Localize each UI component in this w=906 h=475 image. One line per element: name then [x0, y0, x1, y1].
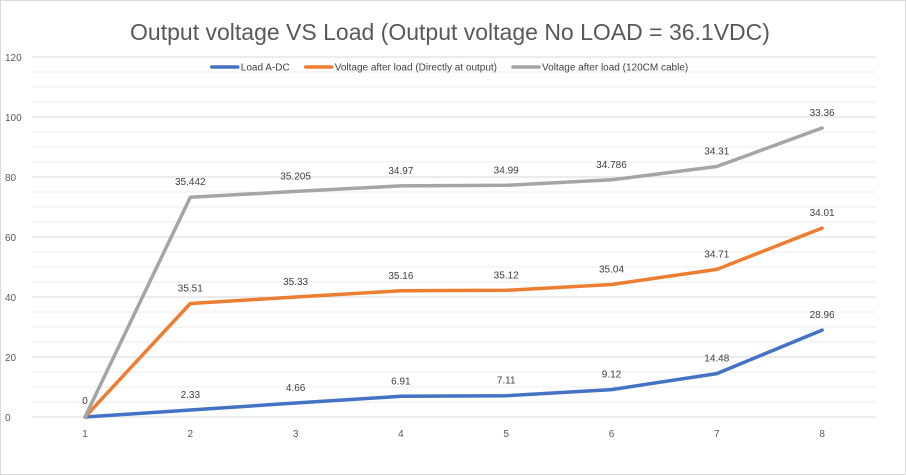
x-tick-label: 2: [188, 429, 194, 440]
legend-label: Voltage after load (Directly at output): [335, 63, 497, 74]
data-label: 35.16: [388, 271, 413, 282]
y-tick-label: 60: [5, 233, 17, 244]
legend-item-2[interactable]: Voltage after load (Directly at output): [303, 63, 497, 74]
x-tick-label: 5: [503, 429, 509, 440]
data-label: 9.12: [602, 370, 622, 381]
gridlines: [32, 56, 876, 418]
data-label: 35.12: [494, 270, 519, 281]
data-label: 35.51: [178, 283, 203, 294]
axes: 0 20 40 60 80 100 120 1 2 3 4 5 6 7 8: [5, 53, 825, 440]
legend-item-3[interactable]: Voltage after load (120CM cable): [511, 63, 688, 74]
data-label: 34.01: [810, 208, 835, 219]
data-label: 2.33: [181, 390, 201, 401]
data-label: 34.71: [704, 249, 729, 260]
data-label: 34.99: [494, 165, 519, 176]
chart-title: Output voltage VS Load (Output voltage N…: [130, 19, 770, 45]
data-label: 35.442: [175, 177, 206, 188]
data-label: 14.48: [704, 354, 729, 365]
x-tick-label: 8: [819, 429, 825, 440]
data-label: 34.31: [704, 147, 729, 158]
x-tick-label: 7: [714, 429, 720, 440]
series-line-3: [83, 126, 824, 419]
y-tick-label: 100: [5, 113, 22, 124]
data-label: 28.96: [810, 310, 835, 321]
x-tick-label: 4: [398, 429, 404, 440]
series-line-2: [83, 226, 824, 419]
y-tick-label: 0: [5, 413, 11, 424]
data-label: 34.97: [388, 166, 413, 177]
x-tick-label: 6: [609, 429, 615, 440]
y-tick-label: 120: [5, 53, 22, 64]
legend[interactable]: Load A-DC Voltage after load (Directly at…: [210, 63, 688, 74]
data-label: 35.205: [280, 171, 311, 182]
y-tick-label: 80: [5, 173, 17, 184]
series-lines: [83, 126, 824, 419]
data-label: 0: [82, 396, 88, 407]
legend-item-1[interactable]: Load A-DC: [210, 63, 290, 74]
data-label: 4.66: [286, 383, 306, 394]
y-tick-label: 20: [5, 353, 17, 364]
data-label: 34.786: [596, 160, 627, 171]
data-label: 7.11: [497, 376, 516, 387]
series-line-1: [83, 328, 824, 419]
legend-label: Voltage after load (120CM cable): [542, 63, 688, 74]
data-label: 35.33: [283, 277, 308, 288]
data-labels: 0 2.33 4.66 6.91 7.11 9.12 14.48 28.96 35.51 35.3…: [82, 108, 835, 407]
data-label: 6.91: [391, 376, 411, 387]
data-label: 33.36: [810, 108, 835, 119]
legend-label: Load A-DC: [241, 63, 290, 74]
data-label: 35.04: [599, 265, 624, 276]
x-tick-label: 1: [82, 429, 88, 440]
x-tick-label: 3: [293, 429, 299, 440]
y-tick-label: 40: [5, 293, 17, 304]
